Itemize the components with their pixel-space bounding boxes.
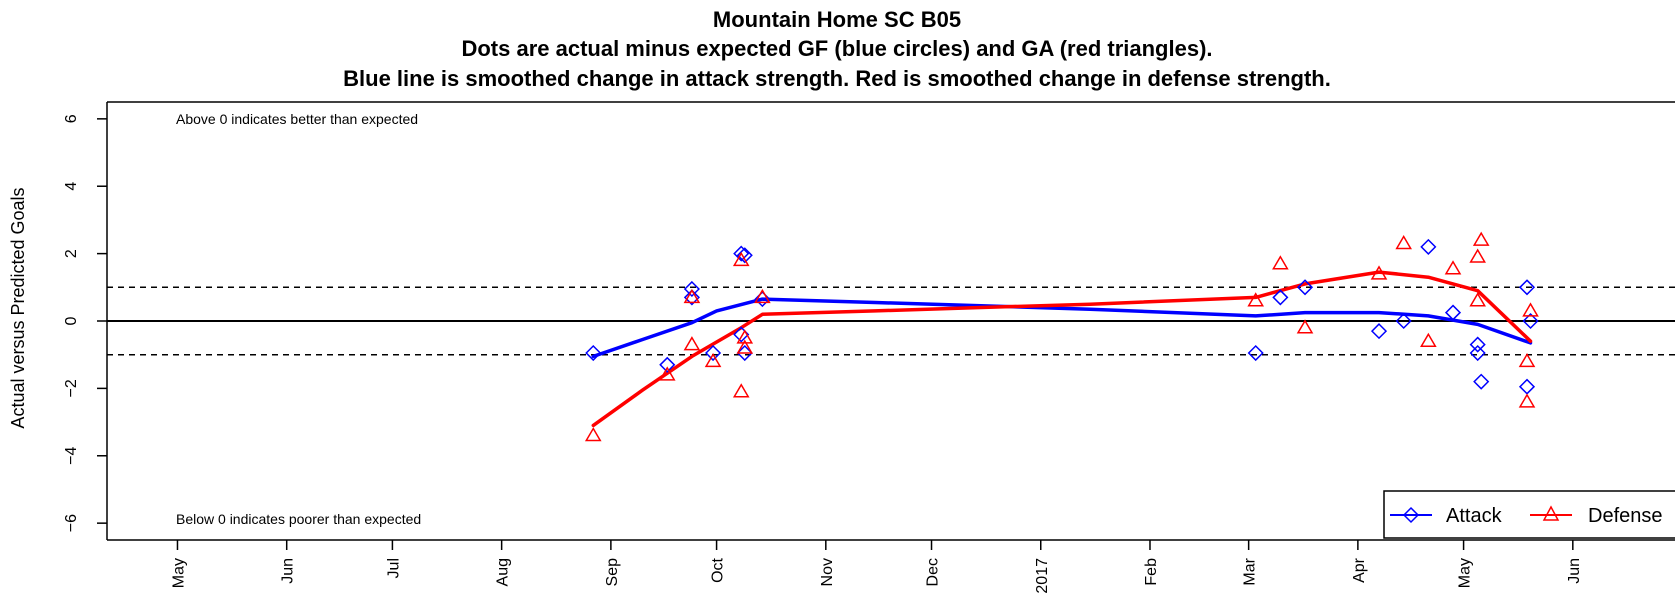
- x-tick-label: Nov: [819, 558, 836, 586]
- y-tick-label: −2: [63, 379, 80, 397]
- defense-point: [584, 427, 602, 442]
- attack-point: [1370, 323, 1388, 340]
- defense-point: [683, 336, 701, 351]
- attack-point: [1296, 279, 1314, 296]
- defense-point: [1472, 231, 1490, 246]
- legend-attack-label: Attack: [1446, 505, 1503, 527]
- defense-point: [754, 288, 771, 304]
- attack-point: [733, 245, 750, 262]
- attack-point: [585, 344, 602, 362]
- x-tick-label: May: [170, 558, 187, 588]
- defense-point: [1444, 260, 1462, 275]
- y-axis-label: Actual versus Predicted Goals: [8, 187, 28, 428]
- defense-point: [1469, 292, 1486, 307]
- attack-point: [1420, 238, 1437, 255]
- defense-point: [1420, 332, 1437, 347]
- x-tick-label: Apr: [1351, 557, 1368, 583]
- y-tick-label: 2: [63, 249, 80, 258]
- x-tick-label: Jun: [1566, 558, 1583, 584]
- chart-title-line-3: Blue line is smoothed change in attack s…: [343, 66, 1331, 91]
- x-tick-label: Dec: [925, 558, 942, 586]
- defense-point: [1522, 302, 1539, 317]
- y-tick-label: −4: [63, 447, 80, 465]
- attack-point: [736, 344, 753, 362]
- y-tick-label: 4: [63, 182, 80, 191]
- legend-box: [1383, 490, 1675, 539]
- attack-point: [1247, 344, 1264, 362]
- x-tick-label: Aug: [495, 558, 512, 586]
- chart-title-line-2: Dots are actual minus expected GF (blue …: [461, 36, 1212, 61]
- attack-point: [1272, 289, 1289, 306]
- defense-point: [1247, 292, 1264, 307]
- attack-point: [1444, 304, 1462, 321]
- attack-point: [683, 280, 700, 298]
- defense-point: [732, 383, 750, 398]
- y-tick-label: 0: [63, 316, 80, 325]
- attack-point: [1522, 312, 1539, 330]
- defense-point: [1518, 393, 1536, 408]
- defense-point: [658, 366, 676, 381]
- attack-point: [736, 247, 753, 264]
- x-tick-label: 2017: [1034, 558, 1051, 594]
- defense-point: [736, 329, 754, 344]
- smoothed-defense-line: [591, 270, 1533, 428]
- attack-point: [1395, 312, 1412, 330]
- defense-point: [1469, 248, 1486, 263]
- defense-point: [1370, 265, 1388, 280]
- attack-point: [1469, 336, 1486, 353]
- attack-point: [683, 289, 700, 306]
- attack-point: [1473, 373, 1490, 390]
- legend: Attack Defense: [1383, 490, 1675, 539]
- legend-defense-label: Defense: [1588, 505, 1663, 527]
- x-tick-label: Jul: [385, 558, 402, 578]
- attack-point: [754, 291, 771, 308]
- x-tick-label: Oct: [710, 557, 727, 582]
- x-tick-label: Mar: [1242, 557, 1259, 585]
- x-tick-label: May: [1457, 558, 1474, 588]
- chart-title-line-1: Mountain Home SC B05: [713, 7, 961, 32]
- legend-attack-diamond-icon: [1402, 506, 1420, 524]
- annotation-above: Above 0 indicates better than expected: [176, 111, 418, 127]
- attack-point: [1469, 344, 1486, 362]
- defense-point: [683, 288, 701, 304]
- attack-point: [1518, 279, 1536, 296]
- plot-area: −6 −4 −2 0 2 4 6 May Jun Jul Aug Sep Oct Nov Dec 2017 Fe…: [63, 101, 1675, 594]
- x-tick-label: Jun: [280, 558, 297, 584]
- annotation-below: Below 0 indicates poorer than expected: [176, 511, 421, 527]
- y-tick-label: 6: [63, 114, 80, 123]
- x-tick-label: Feb: [1143, 558, 1160, 586]
- y-tick-label: −6: [63, 514, 80, 532]
- attack-point: [659, 356, 676, 373]
- attack-point: [704, 344, 722, 362]
- x-tick-label: Sep: [604, 558, 621, 587]
- legend-defense-triangle-icon: [1542, 505, 1560, 521]
- defense-point: [736, 339, 754, 354]
- defense-point: [1395, 235, 1412, 250]
- defense-point: [732, 251, 750, 267]
- defense-point: [1296, 319, 1314, 334]
- defense-point: [1518, 352, 1536, 368]
- defense-point: [1272, 255, 1289, 270]
- defense-point: [704, 352, 722, 368]
